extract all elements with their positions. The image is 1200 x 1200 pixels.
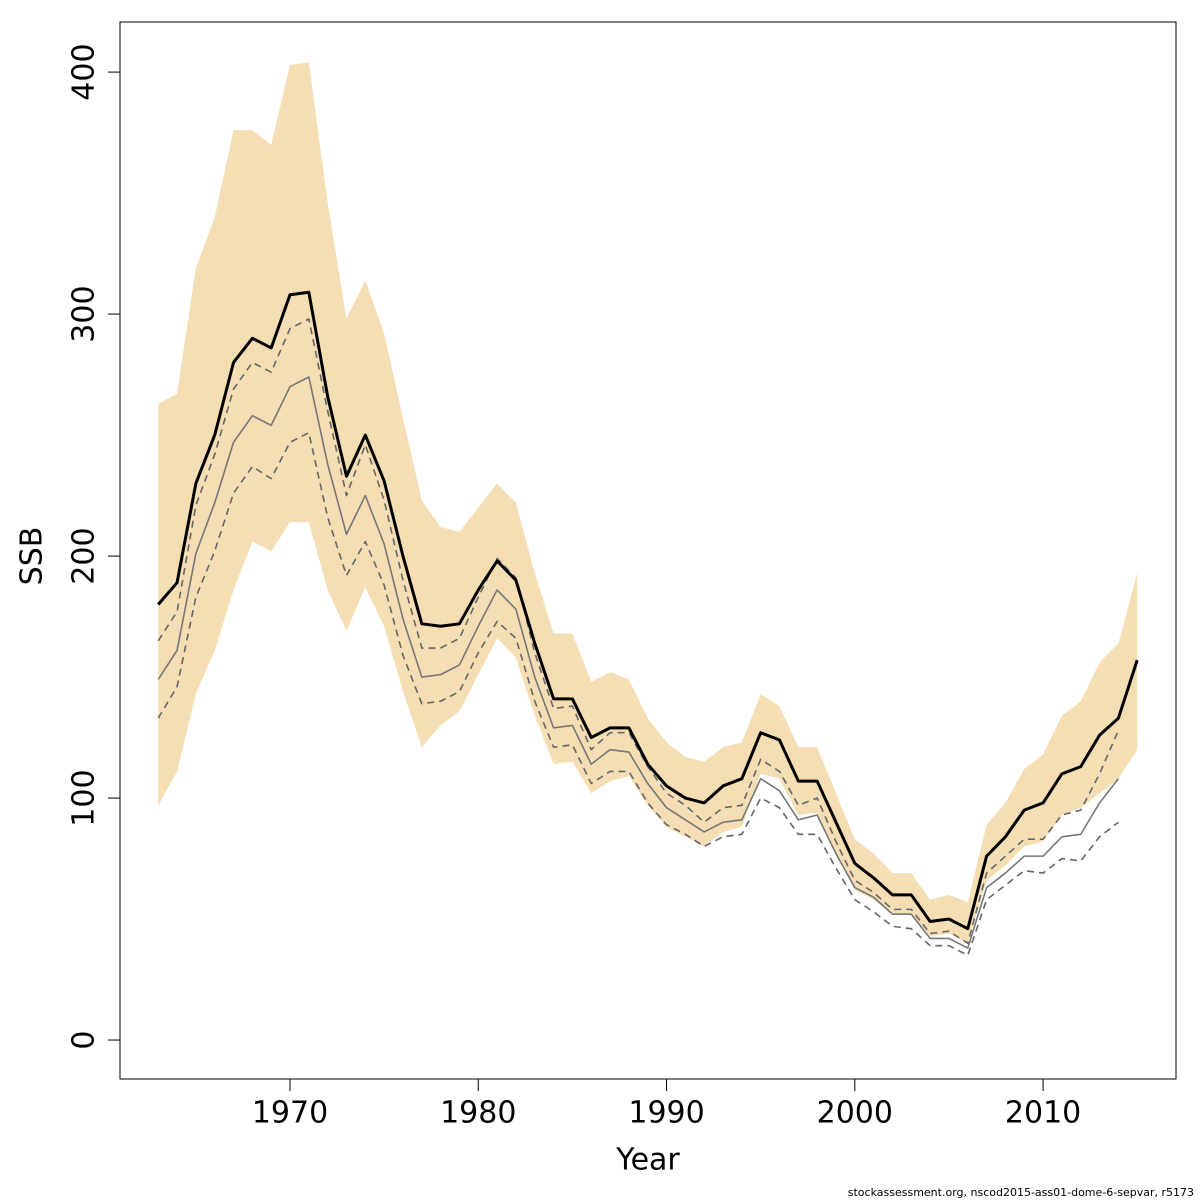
y-tick-label: 400: [67, 43, 102, 100]
y-tick-label: 100: [67, 769, 102, 826]
x-tick-label: 2010: [1005, 1096, 1081, 1131]
x-tick-label: 1980: [440, 1096, 516, 1131]
plot-frame: [119, 21, 1177, 1080]
y-tick-label: 200: [67, 527, 102, 584]
y-axis-title: SSB: [15, 527, 50, 586]
x-tick-label: 1970: [252, 1096, 328, 1131]
series-line: [157, 431, 1119, 957]
x-axis-title: Year: [615, 1143, 680, 1178]
y-tick-label: 300: [67, 285, 102, 342]
x-tick-label: 2000: [817, 1096, 893, 1131]
source-note: stockassessment.org, nscod2015-ass01-dom…: [848, 1186, 1194, 1199]
series-line: [157, 290, 1139, 931]
series-line: [157, 318, 1120, 945]
confidence-band: [158, 62, 1138, 944]
series-line: [157, 376, 1120, 949]
x-tick-label: 1990: [628, 1096, 704, 1131]
y-tick-label: 0: [67, 1030, 102, 1049]
